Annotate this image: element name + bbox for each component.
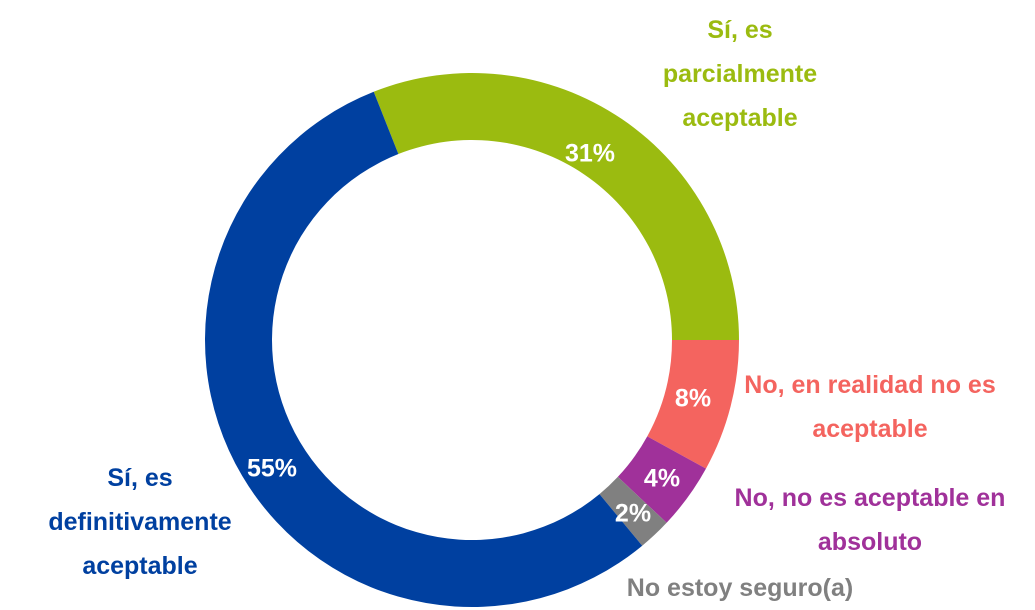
category-label: Sí, es definitivamente aceptable [48, 464, 232, 580]
donut-segment [617, 436, 706, 523]
donut-segment [373, 72, 739, 340]
donut-segment [599, 476, 667, 546]
value-label: 31% [565, 140, 615, 168]
donut-segment [205, 91, 643, 607]
category-label: Sí, es parcialmente aceptable [662, 16, 818, 132]
value-label: 55% [247, 455, 297, 483]
category-label: No estoy seguro(a) [626, 574, 854, 602]
donut-segment [647, 340, 739, 469]
value-label: 4% [644, 465, 680, 493]
category-label: No, en realidad no es aceptable [744, 371, 996, 443]
value-label: 2% [615, 500, 651, 528]
value-label: 8% [675, 385, 711, 413]
category-label: No, no es aceptable en absoluto [734, 484, 1006, 556]
